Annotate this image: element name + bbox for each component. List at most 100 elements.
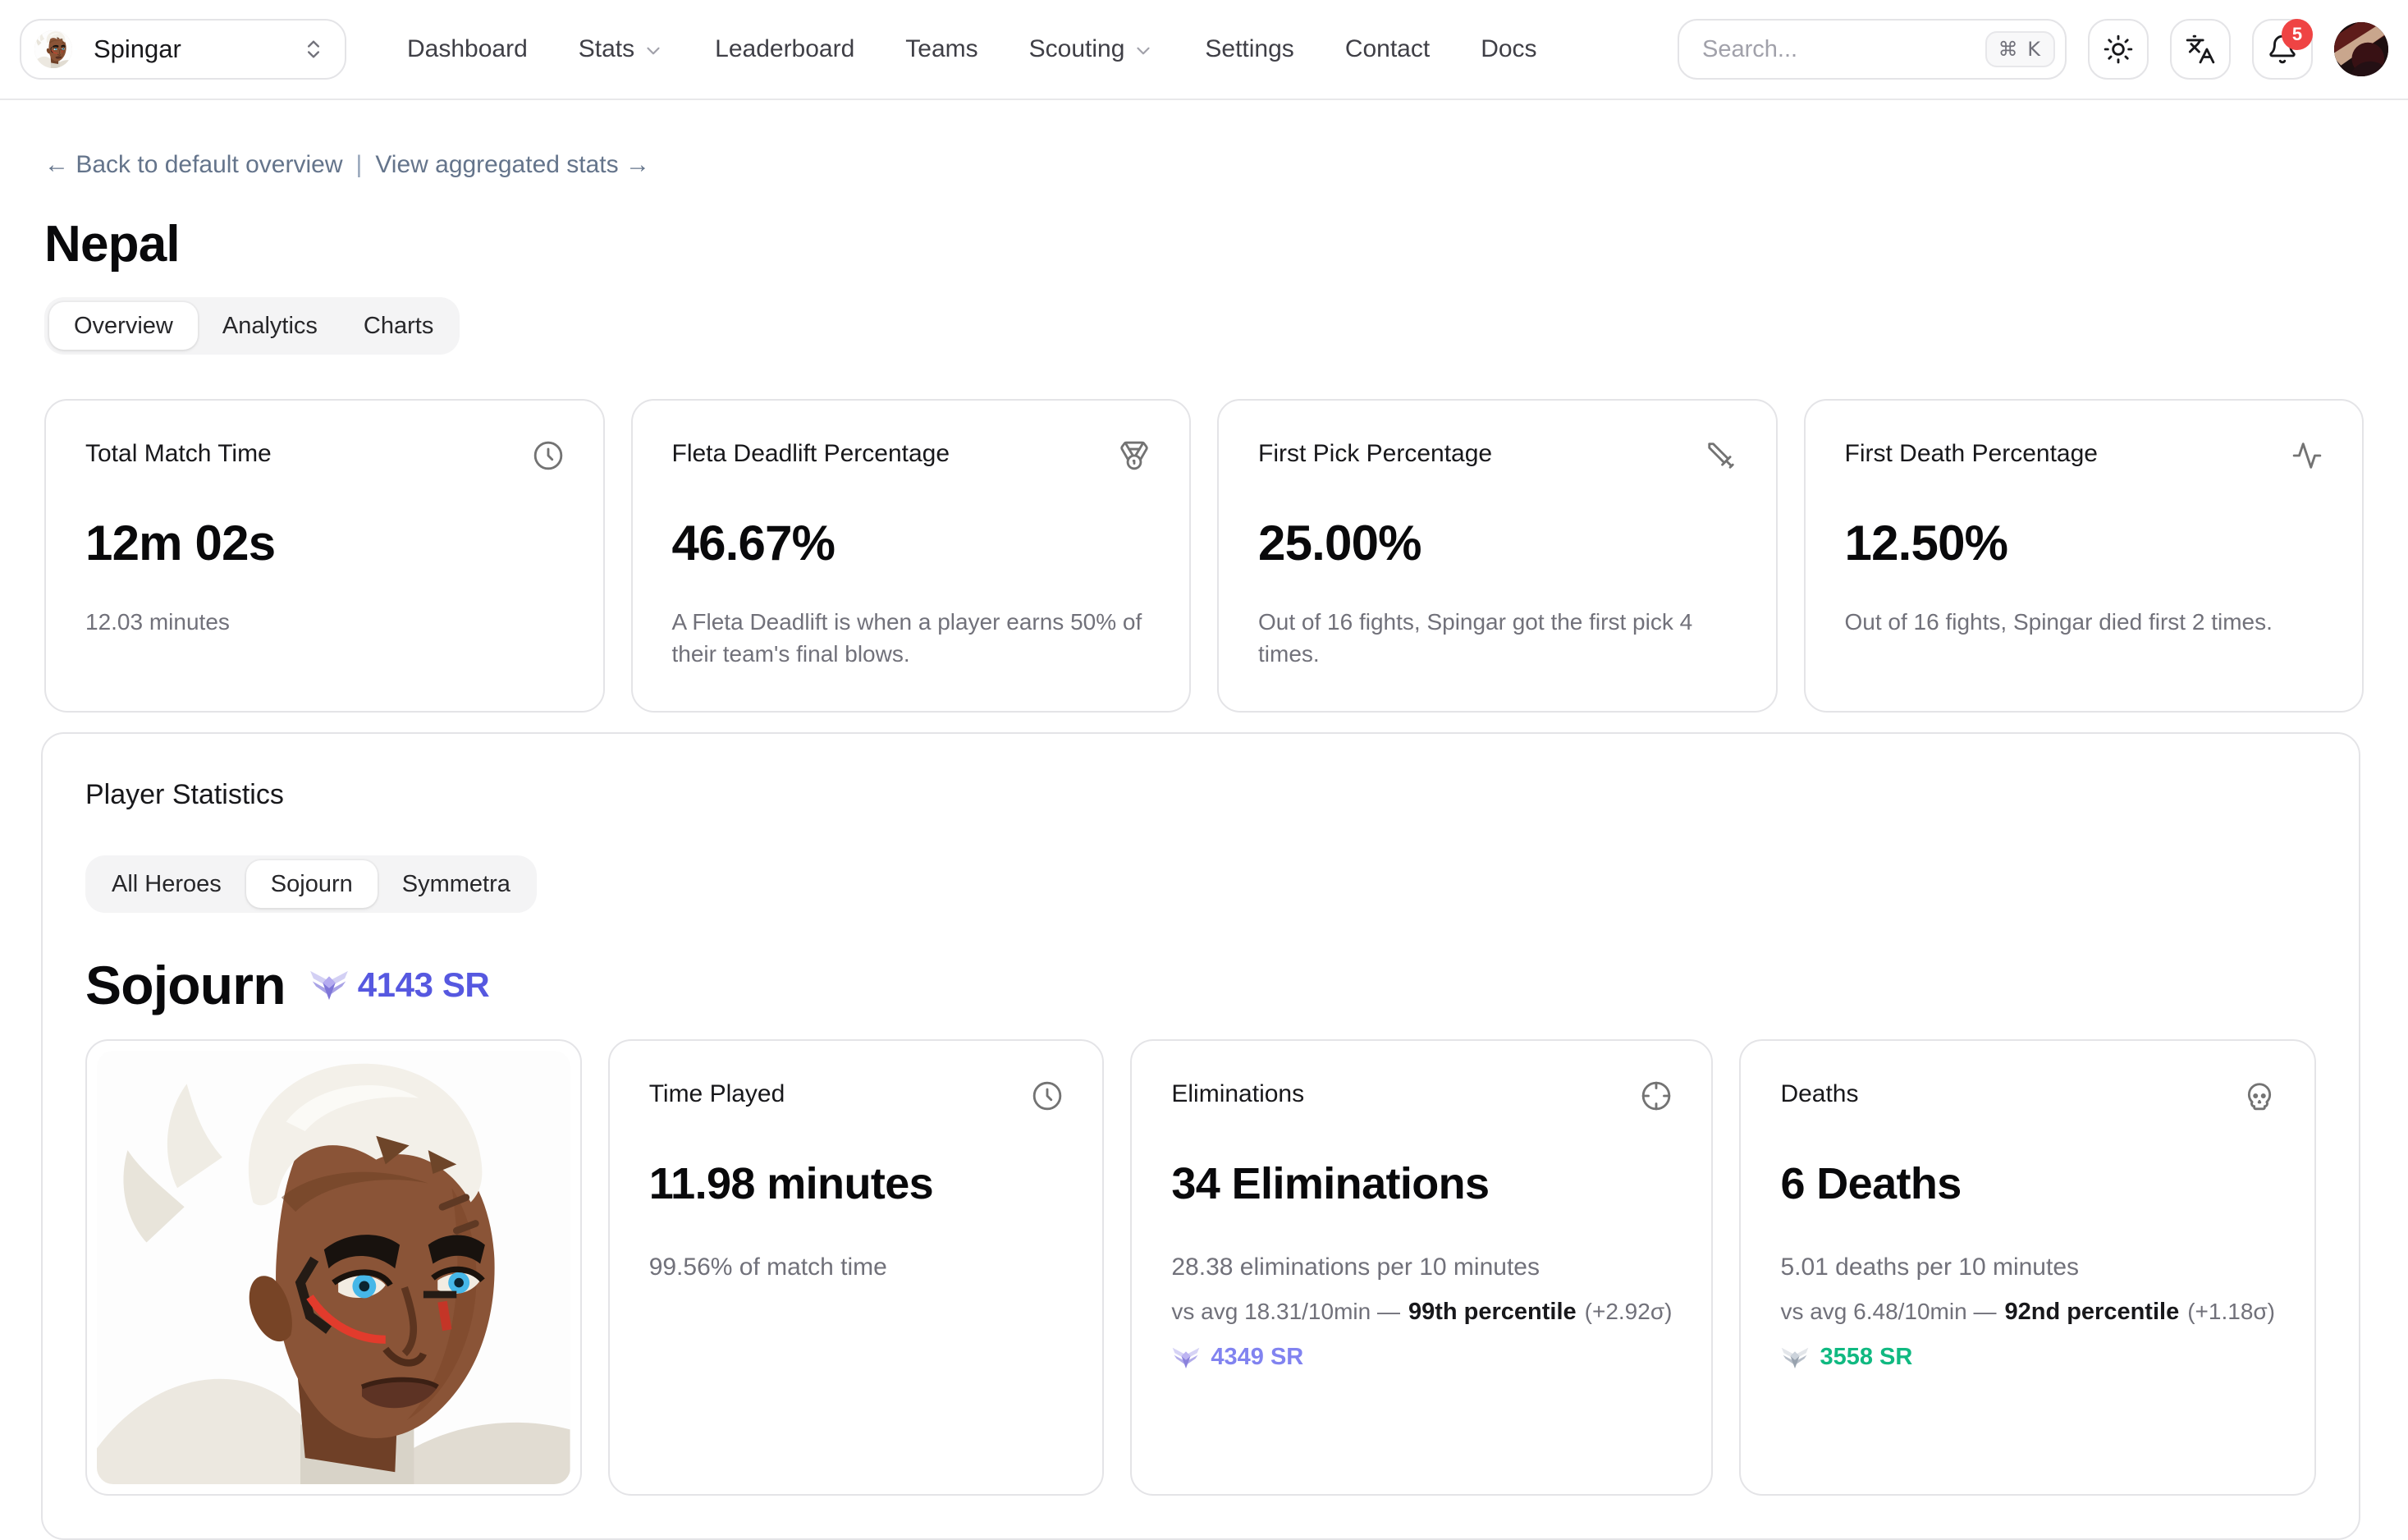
card-title: Time Played	[648, 1080, 785, 1107]
hero-sr-value: 4143 SR	[357, 965, 490, 1004]
nav-links: Dashboard Stats Leaderboard Teams Scouti…	[407, 35, 1537, 63]
tab-overview[interactable]: Overview	[49, 302, 198, 350]
tab-all-heroes[interactable]: All Heroes	[90, 860, 243, 908]
language-button[interactable]	[2170, 19, 2231, 80]
navbar-actions: ⌘ K 5	[1678, 19, 2388, 80]
nav-link-label: Teams	[905, 35, 978, 62]
card-value: 34 Eliminations	[1171, 1159, 1490, 1208]
card-value: 12m 02s	[85, 516, 276, 571]
card-description: Out of 16 fights, Spingar died first 2 t…	[1844, 609, 2273, 635]
hero-portrait-card	[85, 1039, 582, 1496]
sword-icon	[1705, 440, 1737, 471]
card-title: Deaths	[1780, 1080, 1859, 1107]
percentile-line: vs avg 18.31/10min — 99th percentile (+2…	[1171, 1299, 1672, 1326]
skull-icon	[2244, 1080, 2275, 1111]
hero-tabs: All Heroes Sojourn Symmetra	[85, 855, 537, 913]
vs-average: vs avg 18.31/10min —	[1171, 1299, 1400, 1324]
player-selector[interactable]: Spingar	[20, 19, 346, 80]
nav-link-label: Dashboard	[407, 35, 528, 62]
sr-line: 4349 SR	[1171, 1344, 1672, 1371]
breadcrumb: ← Back to default overview | View aggreg…	[44, 151, 2364, 179]
hero-stat-cards: Time Played 11.98 minutes 99.56% of matc…	[85, 1039, 2316, 1496]
nav-link-contact[interactable]: Contact	[1345, 35, 1430, 63]
card-title: Fleta Deadlift Percentage	[671, 440, 950, 467]
view-aggregated-stats-link[interactable]: View aggregated stats →	[375, 151, 650, 178]
nav-link-docs[interactable]: Docs	[1481, 35, 1536, 63]
card-description: 5.01 deaths per 10 minutes	[1780, 1254, 2080, 1281]
card-description: Out of 16 fights, Spingar got the first …	[1258, 609, 1693, 667]
player-selector-label: Spingar	[94, 34, 181, 63]
nav-link-stats[interactable]: Stats	[579, 35, 664, 63]
sigma-value: (+2.92σ)	[1584, 1299, 1673, 1324]
player-statistics-section: Player Statistics All Heroes Sojourn Sym…	[41, 732, 2360, 1540]
search-box: ⌘ K	[1678, 19, 2067, 80]
chevrons-up-down-icon	[302, 38, 325, 61]
card-title: Total Match Time	[85, 440, 272, 467]
chevron-down-icon	[643, 40, 664, 62]
rank-emblem-icon	[309, 968, 350, 1002]
search-shortcut-kbd: ⌘ K	[1985, 31, 2055, 67]
nav-link-label: Contact	[1344, 35, 1431, 62]
sr-value: 3558 SR	[1820, 1344, 1913, 1370]
main-content: ← Back to default overview | View aggreg…	[0, 151, 2408, 1540]
nav-link-label: Leaderboard	[715, 35, 855, 62]
hero-sr: 4143 SR	[309, 965, 490, 1005]
card-title: First Pick Percentage	[1258, 440, 1493, 467]
tab-sojourn[interactable]: Sojourn	[245, 860, 378, 908]
sr-value: 4349 SR	[1211, 1344, 1304, 1370]
crosshair-icon	[1641, 1080, 1672, 1111]
overview-stat-cards: Total Match Time 12m 02s 12.03 minutes F…	[44, 399, 2364, 713]
navbar: Spingar Dashboard Stats Leaderboard Team…	[0, 0, 2408, 100]
card-value: 46.67%	[671, 516, 836, 571]
nav-link-leaderboard[interactable]: Leaderboard	[715, 35, 854, 63]
card-description: 28.38 eliminations per 10 minutes	[1171, 1254, 1540, 1281]
user-avatar[interactable]	[2334, 22, 2388, 76]
deaths-card: Deaths 6 Deaths 5.01 deaths per 10 minut…	[1739, 1039, 2316, 1496]
first-death-card: First Death Percentage 12.50% Out of 16 …	[1803, 399, 2364, 713]
back-to-overview-link[interactable]: ← Back to default overview	[44, 151, 343, 178]
rank-emblem-icon	[1171, 1345, 1201, 1370]
card-value: 12.50%	[1844, 516, 2009, 571]
nav-link-label: Stats	[578, 35, 635, 62]
notification-count-badge: 5	[2282, 19, 2313, 50]
total-match-time-card: Total Match Time 12m 02s 12.03 minutes	[44, 399, 605, 713]
percentile-value: 99th percentile	[1408, 1299, 1577, 1325]
card-description: 12.03 minutes	[85, 609, 230, 635]
vs-average: vs avg 6.48/10min —	[1780, 1299, 1997, 1324]
card-title: Eliminations	[1171, 1080, 1305, 1107]
rank-emblem-icon	[1780, 1345, 1810, 1370]
nav-link-scouting[interactable]: Scouting	[1029, 35, 1155, 63]
time-played-card: Time Played 11.98 minutes 99.56% of matc…	[607, 1039, 1105, 1496]
eliminations-card: Eliminations 34 Eliminations 28.38 elimi…	[1130, 1039, 1714, 1496]
medal-icon	[1119, 440, 1150, 471]
percentile-line: vs avg 6.48/10min — 92nd percentile (+1.…	[1780, 1299, 2275, 1326]
section-title: Player Statistics	[85, 779, 284, 810]
player-avatar	[34, 30, 72, 68]
sun-icon	[2103, 34, 2134, 65]
clock-icon	[1032, 1080, 1063, 1111]
card-description: 99.56% of match time	[648, 1254, 887, 1281]
tab-symmetra[interactable]: Symmetra	[381, 860, 532, 908]
card-title: First Death Percentage	[1844, 440, 2098, 467]
tab-charts[interactable]: Charts	[342, 302, 455, 350]
activity-icon	[2291, 440, 2323, 471]
theme-toggle-button[interactable]	[2088, 19, 2149, 80]
nav-link-dashboard[interactable]: Dashboard	[407, 35, 528, 63]
breadcrumb-separator: |	[355, 151, 363, 178]
nav-link-teams[interactable]: Teams	[905, 35, 977, 63]
nav-link-label: Settings	[1205, 35, 1294, 62]
first-pick-card: First Pick Percentage 25.00% Out of 16 f…	[1217, 399, 1778, 713]
sr-line: 3558 SR	[1780, 1344, 2275, 1371]
nav-link-settings[interactable]: Settings	[1205, 35, 1293, 63]
card-description: A Fleta Deadlift is when a player earns …	[671, 609, 1142, 667]
card-value: 25.00%	[1258, 516, 1422, 571]
fleta-deadlift-card: Fleta Deadlift Percentage 46.67% A Fleta…	[630, 399, 1191, 713]
hero-portrait-image	[97, 1051, 570, 1484]
chevron-down-icon	[1133, 40, 1154, 62]
card-value: 6 Deaths	[1780, 1159, 1962, 1208]
tab-analytics[interactable]: Analytics	[201, 302, 339, 350]
notifications-button[interactable]: 5	[2252, 19, 2313, 80]
card-value: 11.98 minutes	[648, 1159, 934, 1208]
sigma-value: (+1.18σ)	[2187, 1299, 2275, 1324]
clock-icon	[533, 440, 564, 471]
